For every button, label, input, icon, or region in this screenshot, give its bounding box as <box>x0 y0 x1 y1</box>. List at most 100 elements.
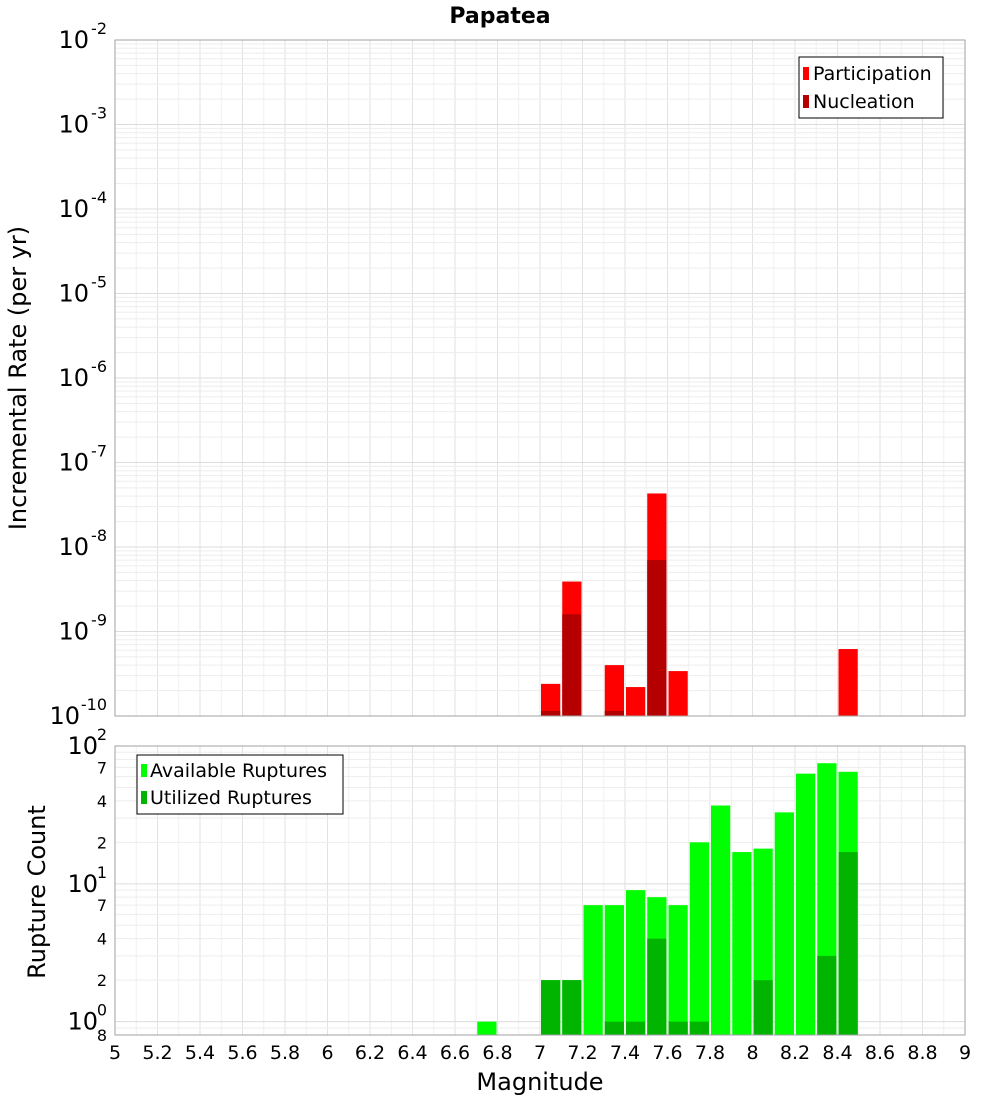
top-y-tick: 10 -5 <box>58 273 107 308</box>
x-tick-label: 8.4 <box>822 1042 852 1064</box>
legend-label-nucleation: Nucleation <box>813 91 915 113</box>
top-y-tick-exp: -6 <box>91 357 107 376</box>
bottom-y-tick-minor: 8 <box>97 1026 107 1045</box>
bottom-legend: Available Ruptures Utilized Ruptures <box>136 754 344 815</box>
legend-swatch-nucleation <box>803 95 809 108</box>
top-y-tick: 10 -2 <box>58 19 107 54</box>
top-bar-participation <box>838 649 858 716</box>
x-tick-label: 5.6 <box>227 1042 257 1064</box>
bottom-bar-utilized-ruptures <box>753 980 773 1035</box>
bottom-bar-utilized-ruptures <box>541 980 561 1035</box>
top-y-tick-base: 10 <box>58 364 89 392</box>
bottom-bar-available-ruptures <box>604 905 624 1035</box>
bottom-y-tick-minor: 7 <box>97 896 107 915</box>
bottom-y-tick-exp: 1 <box>97 863 107 882</box>
top-grid <box>114 40 966 717</box>
top-panel: 10-210-310-410-510-610-710-810-910-10 In… <box>4 19 966 730</box>
bottom-bar-available-ruptures <box>711 805 731 1035</box>
top-y-tick-exp: -9 <box>91 611 107 630</box>
x-tick-label: 5.8 <box>270 1042 300 1064</box>
bottom-y-tick-minor: 2 <box>97 833 107 852</box>
x-tick-label: 7 <box>534 1042 546 1064</box>
top-bar-nucleation <box>541 710 561 716</box>
bottom-y-tick-major: 102 <box>67 725 107 760</box>
bottom-bar-utilized-ruptures <box>562 980 582 1035</box>
x-tick-label: 8.6 <box>865 1042 895 1064</box>
bottom-bar-available-ruptures <box>668 905 688 1035</box>
top-bar-participation <box>626 687 646 716</box>
top-y-tick-exp: -8 <box>91 526 107 545</box>
top-legend-box <box>798 56 944 119</box>
x-tick-label: 5 <box>109 1042 121 1064</box>
top-y-tick-exp: -2 <box>91 19 107 38</box>
top-plot-border <box>114 39 966 717</box>
bottom-y-tick-major: 101 <box>67 863 107 898</box>
top-y-tick-base: 10 <box>58 449 89 477</box>
top-bar-nucleation <box>562 614 582 716</box>
x-tick-label: 8.8 <box>907 1042 937 1064</box>
top-y-tick-exp: -7 <box>91 442 107 461</box>
top-y-tick-base: 10 <box>58 280 89 308</box>
x-tick-label: 5.4 <box>185 1042 215 1064</box>
legend-label-available: Available Ruptures <box>150 760 327 782</box>
bottom-bar-available-ruptures <box>732 852 752 1035</box>
bottom-y-tick-minor: 7 <box>97 758 107 777</box>
top-y-tick: 10 -9 <box>58 611 107 646</box>
legend-swatch-participation <box>803 67 809 80</box>
top-y-tick: 10 -7 <box>58 442 107 477</box>
bottom-bar-utilized-ruptures <box>647 938 667 1035</box>
bottom-y-axis-label: Rupture Count <box>23 805 51 979</box>
x-tick-label: 6.8 <box>482 1042 512 1064</box>
legend-label-participation: Participation <box>813 63 932 85</box>
legend-swatch-utilized <box>141 791 147 804</box>
bottom-bar-available-ruptures <box>583 905 603 1035</box>
bottom-plot-border <box>114 745 966 1036</box>
bottom-y-tick-base: 10 <box>67 1008 98 1036</box>
top-y-tick: 10 -3 <box>58 104 107 139</box>
x-tick-label: 7.8 <box>695 1042 725 1064</box>
x-tick-label: 6.2 <box>355 1042 385 1064</box>
legend-swatch-available <box>141 764 147 777</box>
x-ticks: 5 5.2 5.4 5.6 5.8 6 6.2 6.4 6.6 6.8 7 7.2 7.4 7.6 7.8 8… <box>109 1042 971 1064</box>
x-tick-label: 9 <box>959 1042 971 1064</box>
bottom-y-tick-base: 10 <box>67 870 98 898</box>
top-bar-nucleation <box>604 710 624 716</box>
top-y-tick: 10 -4 <box>58 188 107 223</box>
bottom-bar-available-ruptures <box>689 842 709 1035</box>
x-tick-label: 6 <box>321 1042 333 1064</box>
bottom-y-tick-minor: 4 <box>97 930 107 949</box>
bottom-bar-available-ruptures <box>796 773 816 1035</box>
bottom-bar-utilized-ruptures <box>838 852 858 1035</box>
bottom-bar-utilized-ruptures <box>689 1021 709 1035</box>
bottom-bar-utilized-ruptures <box>626 1021 646 1035</box>
bottom-y-tick-major: 100 <box>67 1001 107 1036</box>
legend-label-utilized: Utilized Ruptures <box>150 787 312 809</box>
x-tick-label: 6.4 <box>397 1042 427 1064</box>
top-bar-participation <box>604 665 624 716</box>
bottom-bar-available-ruptures <box>774 812 794 1035</box>
x-tick-label: 7.4 <box>610 1042 640 1064</box>
chart-title: Papatea <box>449 4 550 29</box>
bottom-y-tick-minor: 4 <box>97 792 107 811</box>
top-y-tick: 10 -8 <box>58 526 107 561</box>
x-tick-label: 8 <box>746 1042 758 1064</box>
bottom-bar-utilized-ruptures <box>604 1021 624 1035</box>
x-tick-label: 7.2 <box>567 1042 597 1064</box>
bottom-y-tick-exp: 2 <box>97 725 107 744</box>
bottom-bar-available-ruptures <box>626 890 646 1035</box>
top-y-tick: 10 -10 <box>49 695 107 730</box>
bottom-bar-utilized-ruptures <box>668 1021 688 1035</box>
x-axis-label: Magnitude <box>476 1068 603 1096</box>
top-y-tick-base: 10 <box>58 618 89 646</box>
top-bar-nucleation <box>647 560 667 716</box>
top-y-tick-base: 10 <box>58 111 89 139</box>
top-y-tick-exp: -3 <box>91 104 107 123</box>
x-tick-label: 8.2 <box>780 1042 810 1064</box>
top-y-tick-base: 10 <box>49 702 80 730</box>
top-legend: Participation Nucleation <box>798 56 944 119</box>
top-y-tick-base: 10 <box>58 26 89 54</box>
x-tick-label: 6.6 <box>440 1042 470 1064</box>
